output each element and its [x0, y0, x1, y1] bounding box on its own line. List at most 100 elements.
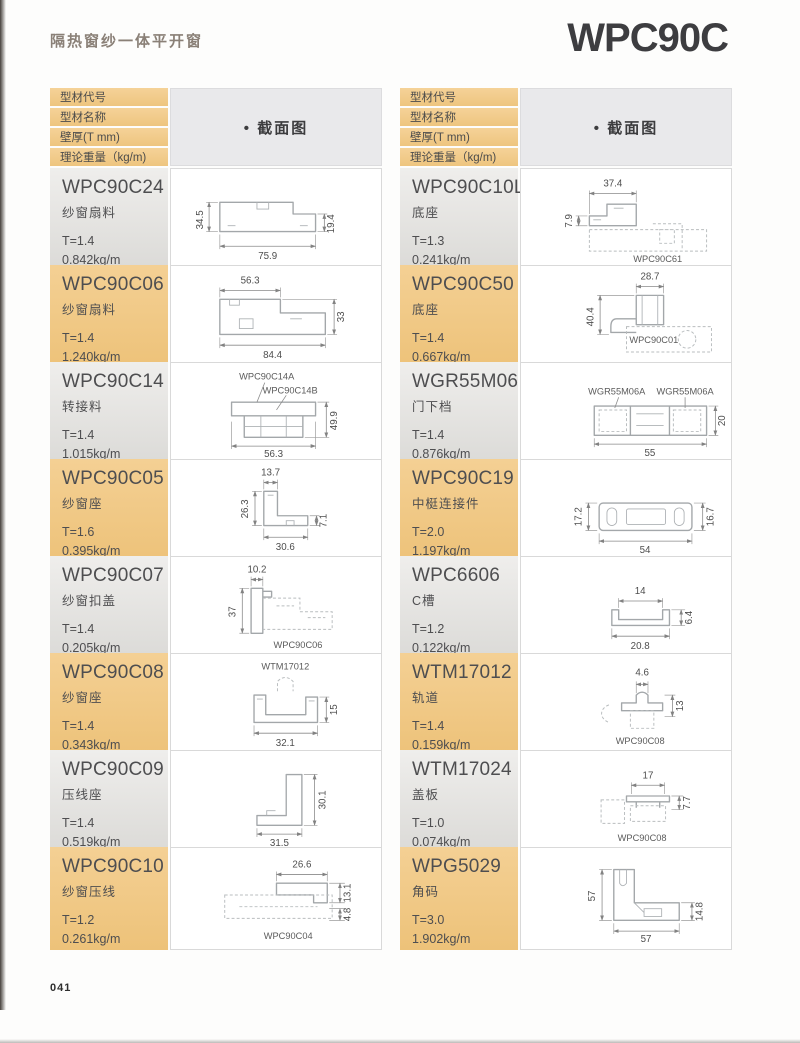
- profile-code: WPC90C09: [62, 759, 164, 780]
- dim-bottom: 75.9: [258, 251, 277, 262]
- theoretical-weight: 0.159kg/m: [412, 738, 471, 753]
- ref-label: WGR55M06A: [657, 386, 715, 396]
- ref-label: WPC90C14A: [239, 372, 295, 382]
- table-header: 型材代号 型材名称 壁厚(T mm) 理论重量（kg/m) • 截面图: [400, 88, 732, 166]
- wall-thickness: T=1.4: [62, 428, 95, 442]
- table-row: WPC90C09 压线座 T=1.4 0.519kg/m 30.1 31.5: [50, 750, 382, 853]
- wall-thickness: T=1.4: [62, 719, 95, 733]
- dim-right: 13.1: [343, 884, 354, 903]
- theoretical-weight: 1.015kg/m: [62, 447, 121, 462]
- page-number: 041: [50, 982, 72, 994]
- theoretical-weight: 0.261kg/m: [62, 932, 121, 947]
- profile-code: WPC90C08: [62, 662, 164, 683]
- scan-edge-left: [0, 0, 6, 1010]
- dim-bottom: 30.6: [276, 542, 295, 553]
- dim-right: 33: [336, 311, 347, 322]
- ref-label: WPC90C61: [633, 254, 682, 264]
- profile-name: 压线座: [62, 788, 103, 802]
- dim-bottom: 56.3: [264, 449, 283, 460]
- table-row: WPC90C10 纱窗压线 T=1.2 0.261kg/m 26.6 13.1 …: [50, 847, 382, 950]
- wall-thickness: T=3.0: [412, 913, 445, 927]
- header-wall-thickness: 壁厚(T mm): [400, 128, 518, 146]
- theoretical-weight: 0.074kg/m: [412, 835, 471, 850]
- section-drawing: 34.5 19.4 75.9: [170, 168, 382, 271]
- profile-name: 盖板: [412, 788, 440, 802]
- profile-name: 底座: [412, 206, 440, 220]
- wall-thickness: T=1.4: [412, 719, 445, 733]
- profile-name: 纱窗压线: [62, 885, 117, 899]
- table-header: 型材代号 型材名称 壁厚(T mm) 理论重量（kg/m) • 截面图: [50, 88, 382, 166]
- wall-thickness: T=1.4: [62, 622, 95, 636]
- dim-right: 30.1: [317, 790, 328, 809]
- dim-right: 20: [717, 415, 728, 426]
- theoretical-weight: 0.395kg/m: [62, 544, 121, 559]
- wall-thickness: T=1.6: [62, 525, 95, 539]
- section-drawing: 10.2 37 WPC90C06: [170, 556, 382, 659]
- wall-thickness: T=1.3: [412, 234, 445, 248]
- theoretical-weight: 0.122kg/m: [412, 641, 471, 656]
- profile-table-right: 型材代号 型材名称 壁厚(T mm) 理论重量（kg/m) • 截面图 WPC9…: [400, 88, 732, 950]
- theoretical-weight: 0.205kg/m: [62, 641, 121, 656]
- table-row: WPC90C10LH 底座 T=1.3 0.241kg/m 37.4 7.9 W…: [400, 168, 732, 271]
- header-profile-code: 型材代号: [400, 88, 518, 106]
- dim-left: 7.9: [564, 214, 575, 228]
- table-row: WTM17024 盖板 T=1.0 0.074kg/m 17 7.7 WPC90…: [400, 750, 732, 853]
- profile-name: 底座: [412, 303, 440, 317]
- profile-name: C槽: [412, 594, 436, 608]
- dim-top: 37.4: [603, 179, 623, 190]
- section-drawing-header: • 截面图: [520, 88, 732, 166]
- theoretical-weight: 1.902kg/m: [412, 932, 471, 947]
- ref-label: WPC90C08: [618, 833, 667, 843]
- profile-name: 角码: [412, 885, 440, 899]
- header-profile-code: 型材代号: [50, 88, 168, 106]
- profile-name: 门下档: [412, 400, 453, 414]
- dim-right: 6.4: [684, 610, 695, 624]
- dim-bottom: 54: [640, 545, 651, 556]
- series-code-title: WPC90C: [567, 16, 729, 60]
- dim-left: 17.2: [574, 507, 585, 526]
- table-row: WPC90C19 中梃连接件 T=2.0 1.197kg/m 17.2 16.7…: [400, 459, 732, 562]
- table-row: WPC90C05 纱窗座 T=1.6 0.395kg/m 13.7 26.3 7…: [50, 459, 382, 562]
- table-row: WTM17012 轨道 T=1.4 0.159kg/m 4.6 13 WPC90…: [400, 653, 732, 756]
- page-title: 隔热窗纱一体平开窗: [50, 33, 204, 50]
- dim-bottom: 55: [645, 448, 656, 459]
- theoretical-weight: 0.343kg/m: [62, 738, 121, 753]
- section-drawing: WPC90C14A WPC90C14B 49.9 56.3: [170, 362, 382, 465]
- header-wall-thickness: 壁厚(T mm): [50, 128, 168, 146]
- table-row: WPC90C14 转接料 T=1.4 1.015kg/m WPC90C14A W…: [50, 362, 382, 465]
- section-drawing: 4.6 13 WPC90C08: [520, 653, 732, 756]
- ref-label: WGR55M06A: [588, 386, 646, 396]
- wall-thickness: T=1.4: [412, 428, 445, 442]
- ref-label: WTM17012: [261, 662, 309, 672]
- profile-code: WGR55M06: [412, 371, 519, 392]
- wall-thickness: T=1.4: [412, 331, 445, 345]
- header-profile-name: 型材名称: [50, 108, 168, 126]
- dim-bottom: 57: [641, 934, 652, 945]
- dim-bottom: 31.5: [270, 838, 290, 849]
- dim-top: 13.7: [261, 468, 280, 479]
- profile-name: 纱窗扇料: [62, 206, 117, 220]
- profile-name: 中梃连接件: [412, 497, 480, 511]
- ref-label: WPC90C01: [629, 335, 678, 345]
- header-theoretical-weight: 理论重量（kg/m): [400, 148, 518, 166]
- table-row: WPC90C50 底座 T=1.4 0.667kg/m 28.7 40.4 WP…: [400, 265, 732, 368]
- dim-left: 37: [227, 606, 238, 617]
- table-row: WPC90C08 纱窗座 T=1.4 0.343kg/m WTM17012 15…: [50, 653, 382, 756]
- table-row: WPC90C06 纱窗扇料 T=1.4 1.240kg/m 56.3 33 84…: [50, 265, 382, 368]
- theoretical-weight: 0.842kg/m: [62, 253, 121, 268]
- dim-left: 34.5: [195, 210, 206, 230]
- section-drawing: 17 7.7 WPC90C08: [520, 750, 732, 853]
- profile-code: WPC90C05: [62, 468, 164, 489]
- dim-right: 16.7: [705, 507, 716, 526]
- dim-top: 17: [643, 770, 654, 781]
- profile-name: 纱窗座: [62, 691, 103, 705]
- section-drawing: 26.6 13.1 4.8 WPC90C04: [170, 847, 382, 950]
- wall-thickness: T=1.4: [62, 234, 95, 248]
- dim-right: 49.9: [329, 411, 340, 430]
- profile-code: WPC90C07: [62, 565, 164, 586]
- section-drawing: 13.7 26.3 7.1 30.6: [170, 459, 382, 562]
- theoretical-weight: 1.197kg/m: [412, 544, 471, 559]
- dim-right2: 4.8: [343, 908, 354, 922]
- table-row: WPG5029 角码 T=3.0 1.902kg/m 57 57 14.8: [400, 847, 732, 950]
